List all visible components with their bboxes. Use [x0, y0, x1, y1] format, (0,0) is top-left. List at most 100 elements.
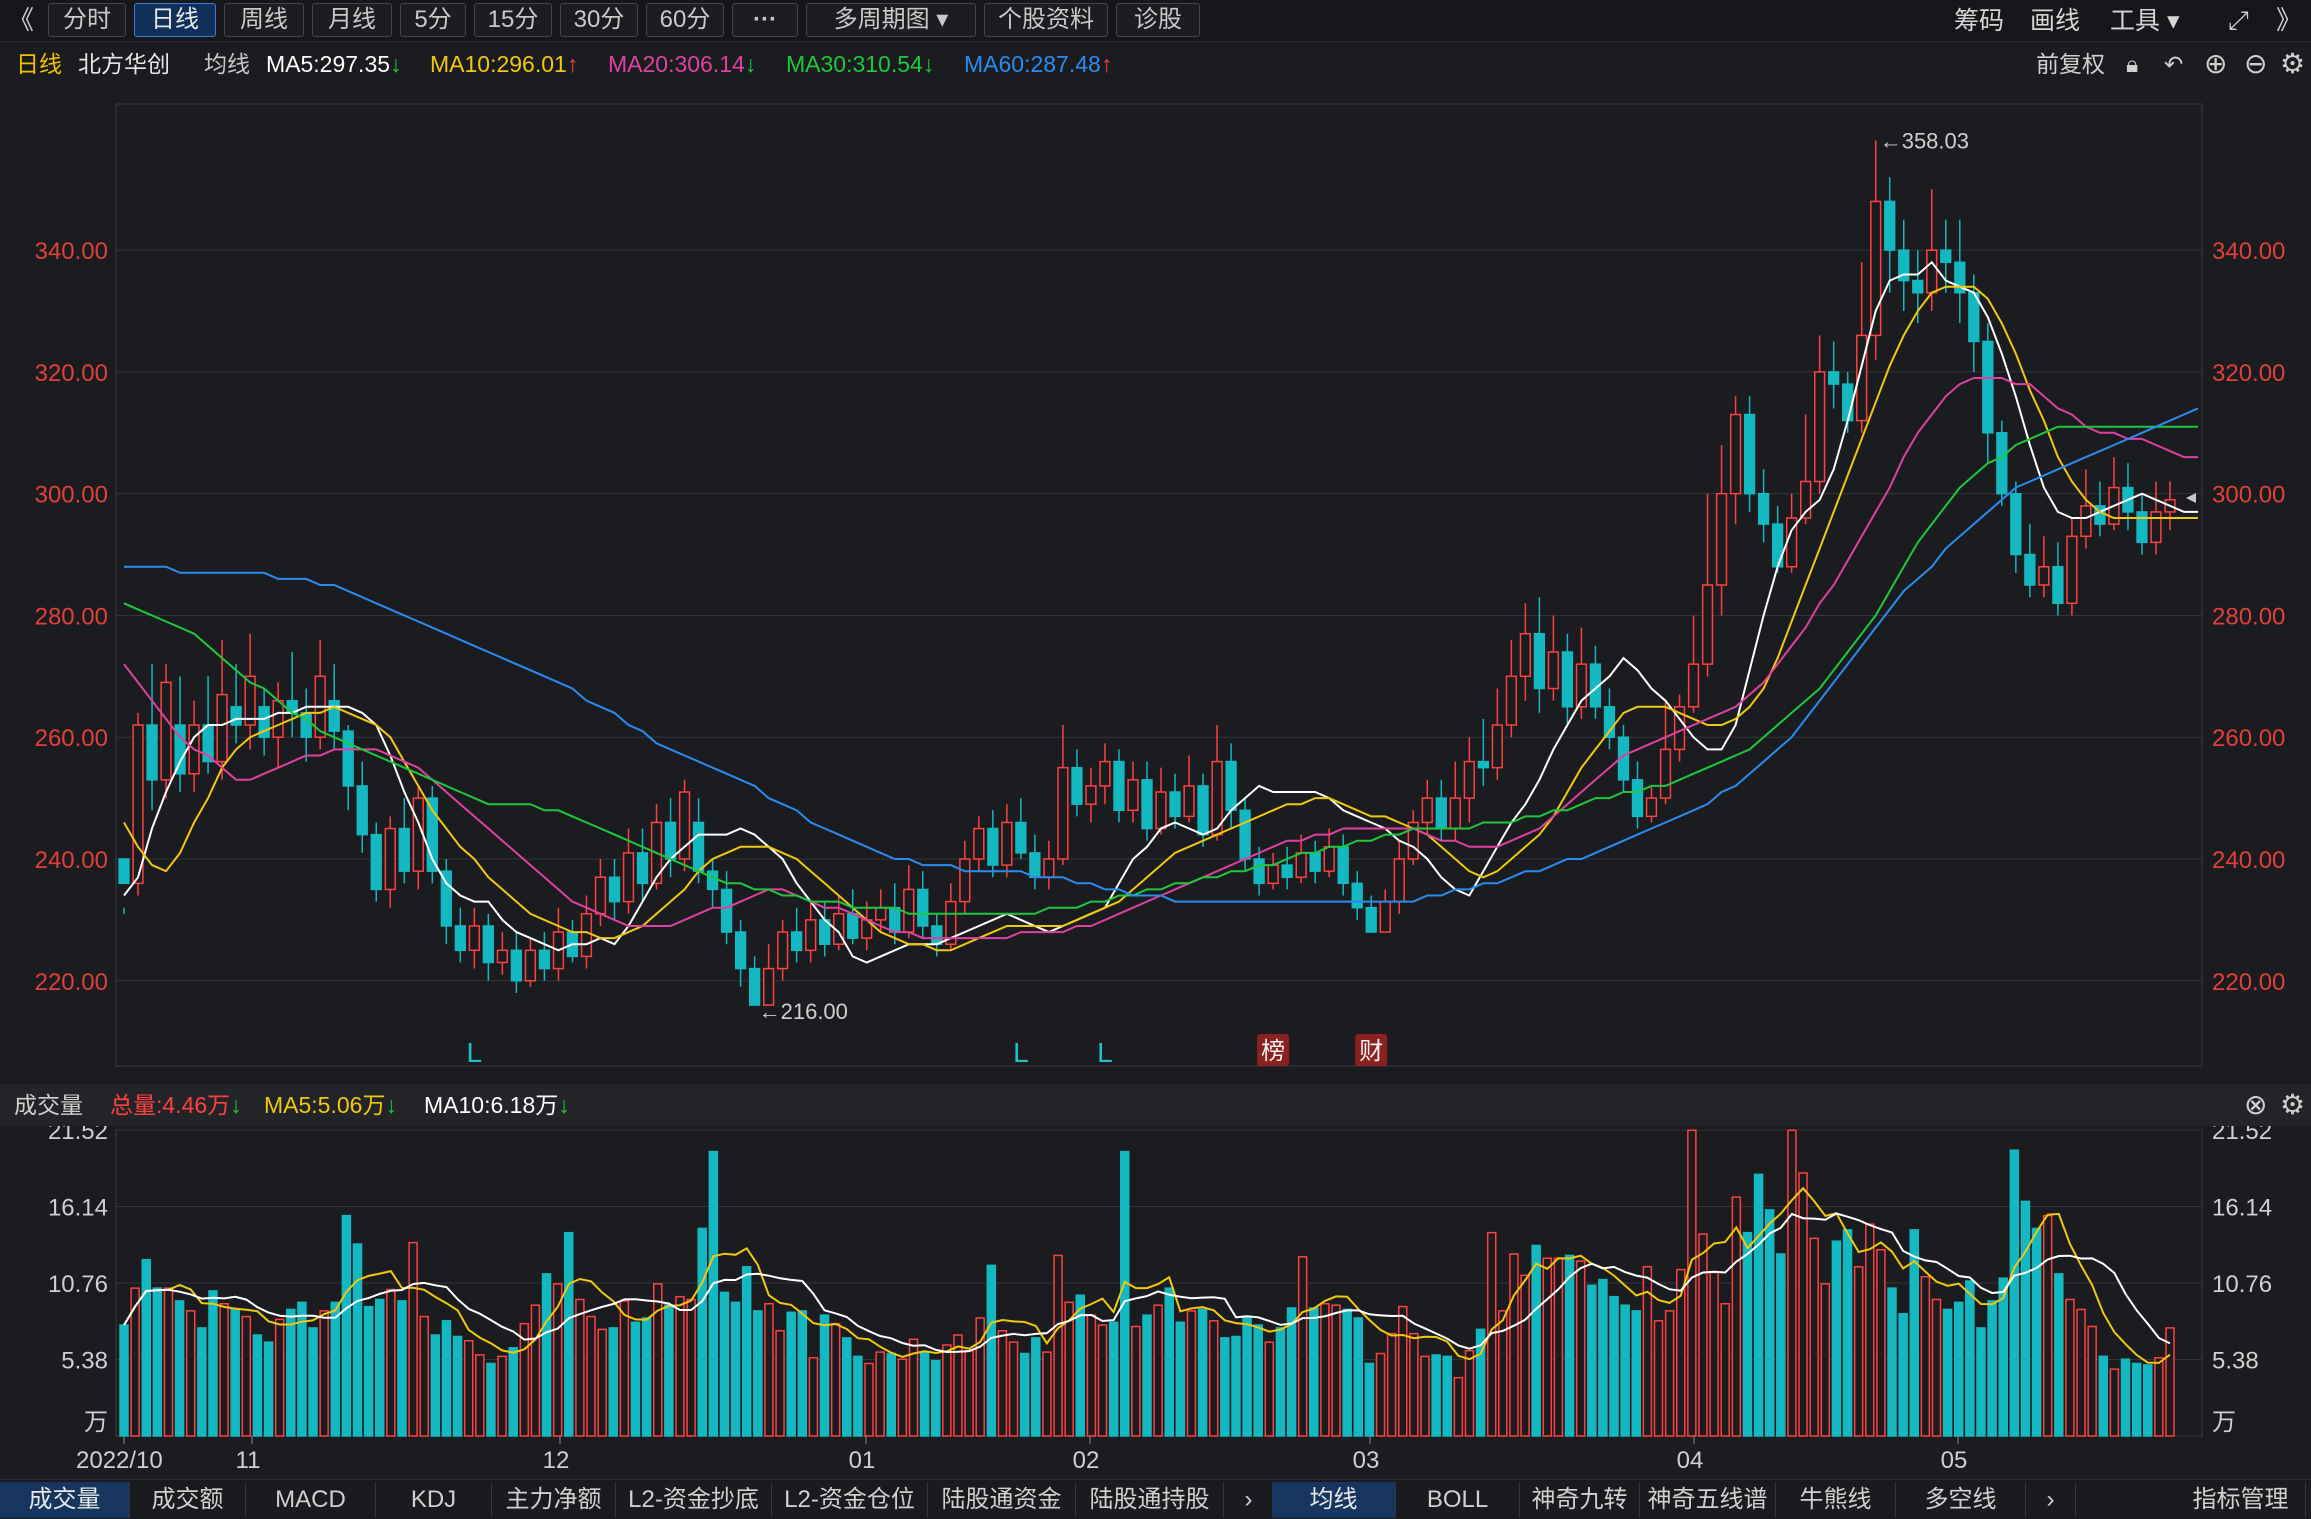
volume-bar — [386, 1288, 396, 1437]
volume-bar — [1798, 1172, 1808, 1437]
zoom-out-icon[interactable]: ⊖ — [2244, 48, 2268, 79]
multi-period-dropdown[interactable]: 多周期图 ▾ — [806, 3, 976, 37]
volume-bar — [363, 1305, 374, 1437]
stock-profile-button[interactable]: 个股资料 — [984, 3, 1108, 37]
indicator-tab-5[interactable]: L2-资金抄底 — [616, 1482, 772, 1518]
volume-bar — [1531, 1244, 1541, 1437]
adjust-mode-button[interactable]: 前复权 — [2036, 51, 2105, 77]
double-chevron-left-icon[interactable]: 《 — [8, 5, 35, 35]
indicator-tab-9[interactable]: › — [1224, 1482, 1274, 1518]
volume-bar — [1609, 1295, 1619, 1437]
volume-bar — [1920, 1275, 1931, 1437]
more-periods-button[interactable]: ··· — [732, 3, 798, 37]
volume-title: 成交量 — [14, 1092, 83, 1118]
volume-bar — [2065, 1298, 2075, 1437]
volume-bar — [219, 1303, 229, 1437]
volume-bar — [1731, 1196, 1742, 1437]
candle-body — [678, 791, 691, 860]
marker-L-1: L — [1013, 1037, 1029, 1068]
lock-icon[interactable]: 🔒︎ — [2126, 51, 2139, 77]
indicator-tab-10[interactable]: 均线 — [1272, 1482, 1396, 1518]
tab-15min[interactable]: 15分 — [474, 3, 552, 37]
volume-bar — [152, 1287, 163, 1437]
y-tick-right-6: 220.00 — [2212, 969, 2285, 996]
volume-bar — [775, 1330, 785, 1437]
x-tick-label-2: 12 — [543, 1447, 570, 1474]
volume-unit-left: 万 — [84, 1409, 108, 1436]
tab-5min[interactable]: 5分 — [400, 3, 466, 37]
candle-body — [1898, 249, 1910, 282]
volume-bar — [575, 1298, 585, 1437]
volume-bar — [1375, 1352, 1386, 1437]
fullscreen-icon[interactable]: ⤢ — [2228, 5, 2249, 35]
volume-bar — [530, 1304, 541, 1437]
volume-bar — [319, 1310, 329, 1437]
volume-bar — [1542, 1257, 1553, 1437]
volume-bar — [1364, 1362, 1375, 1437]
candle-body — [1295, 852, 1307, 879]
ma-label[interactable]: 均线 — [204, 51, 250, 77]
indicator-tab-2[interactable]: MACD — [246, 1482, 376, 1518]
volume-bar — [1175, 1321, 1186, 1437]
candle-body — [1365, 906, 1377, 933]
volume-bar — [163, 1287, 174, 1437]
tab-fenshi[interactable]: 分时 — [48, 3, 126, 37]
indicator-tab-7[interactable]: 陆股通资金 — [928, 1482, 1076, 1518]
candle-body — [230, 706, 242, 726]
indicator-tab-12[interactable]: 神奇九转 — [1520, 1482, 1640, 1518]
indicator-tab-8[interactable]: 陆股通持股 — [1076, 1482, 1224, 1518]
indicator-tab-17[interactable]: 指标管理 — [2176, 1482, 2306, 1518]
tab-daily[interactable]: 日线 — [134, 3, 216, 37]
draw-line-button[interactable]: 画线 — [2030, 7, 2081, 35]
candle-body — [734, 931, 747, 970]
volume-bar — [1353, 1317, 1364, 1437]
indicator-tab-15[interactable]: 多空线 — [1896, 1482, 2026, 1518]
tab-weekly[interactable]: 周线 — [224, 3, 304, 37]
undo-icon[interactable]: ↶ — [2164, 51, 2184, 77]
indicator-tab-14[interactable]: 牛熊线 — [1776, 1482, 1896, 1518]
indicator-tab-6[interactable]: L2-资金仓位 — [772, 1482, 928, 1518]
volume-bar — [1720, 1303, 1730, 1437]
candle-body — [776, 931, 789, 970]
volume-settings-gear-icon[interactable]: ⚙ — [2280, 1089, 2306, 1120]
indicator-tab-16[interactable]: › — [2026, 1482, 2076, 1518]
volume-bar — [1297, 1256, 1308, 1437]
volume-bar — [1520, 1274, 1530, 1437]
volume-bar — [130, 1287, 140, 1437]
period-label: 日线 — [16, 51, 62, 77]
indicator-tab-0[interactable]: 成交量 — [0, 1482, 130, 1518]
volume-bar — [842, 1337, 852, 1437]
close-icon[interactable]: ⊗ — [2244, 1089, 2268, 1120]
tools-dropdown[interactable]: 工具 ▾ — [2110, 7, 2180, 35]
indicator-tab-3[interactable]: KDJ — [376, 1482, 492, 1518]
ma30-value: MA30:310.54↓ — [786, 51, 935, 77]
candle-body — [2150, 511, 2162, 544]
price-chart[interactable]: 340.00 340.00 320.00 320.00 300.00 300.00 280.… — [0, 84, 2311, 1089]
x-tick-label-0: 2022/10 — [76, 1447, 163, 1474]
volume-bar — [1309, 1307, 1319, 1437]
volume-bar — [719, 1291, 730, 1437]
indicator-tab-11[interactable]: BOLL — [1396, 1482, 1520, 1518]
volume-ma10: MA10:6.18万↓ — [424, 1092, 570, 1118]
volume-chart[interactable]: 21.52 21.52 16.14 16.14 10.76 10.76 5.38 5.38 万 万… — [0, 1118, 2311, 1484]
volume-bar — [230, 1308, 240, 1437]
double-chevron-right-icon[interactable]: 》 — [2276, 5, 2303, 35]
indicator-tab-1[interactable]: 成交额 — [130, 1482, 246, 1518]
tab-30min[interactable]: 30分 — [560, 3, 638, 37]
y-tick-left-1: 320.00 — [35, 360, 108, 387]
candle-body — [1687, 663, 1700, 708]
settings-gear-icon[interactable]: ⚙ — [2280, 48, 2306, 79]
diagnose-button[interactable]: 诊股 — [1116, 3, 1200, 37]
volume-bar — [1420, 1355, 1430, 1437]
tab-60min[interactable]: 60分 — [646, 3, 724, 37]
marker-badge-4 — [1355, 1034, 1388, 1066]
zoom-in-icon[interactable]: ⊕ — [2204, 48, 2228, 79]
volume-bar — [975, 1317, 985, 1437]
candle-body — [1253, 858, 1265, 885]
x-tick-label-5: 03 — [1353, 1447, 1380, 1474]
candle-body — [931, 925, 943, 945]
indicator-tab-13[interactable]: 神奇五线谱 — [1640, 1482, 1776, 1518]
indicator-tab-4[interactable]: 主力净额 — [492, 1482, 616, 1518]
tab-monthly[interactable]: 月线 — [312, 3, 392, 37]
chips-button[interactable]: 筹码 — [1954, 7, 2005, 35]
